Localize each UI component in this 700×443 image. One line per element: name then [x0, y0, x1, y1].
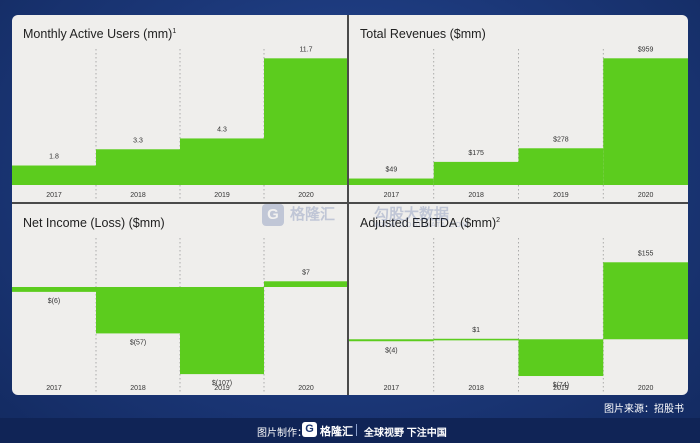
panel-total-revenues: $49 2017 $175 2018 $278 2019 $959 2020 Total Re… [349, 15, 685, 202]
net-income-bar-2019 [180, 287, 264, 374]
footer-slogan: 全球视野 下注中国 [364, 424, 447, 439]
revenues-category-label: 2017 [384, 192, 400, 199]
horizontal-divider [12, 202, 688, 204]
revenues-value-label: $175 [468, 150, 484, 157]
net-income-category-label: 2017 [46, 385, 62, 392]
mau-bar-2017 [12, 166, 96, 185]
ebitda-value-label: $(4) [385, 347, 397, 354]
ebitda-bar-2018 [434, 339, 519, 341]
net-income-title-text: Net Income (Loss) ($mm) [23, 216, 165, 230]
net-income-bar-2018 [96, 287, 180, 333]
net-income-bar-2017 [12, 287, 96, 292]
revenues-category-label: 2018 [468, 192, 484, 199]
net-income-category-label: 2019 [214, 385, 230, 392]
footer-made-by: 图片制作： [257, 424, 307, 439]
footer-logo-icon: G [302, 422, 317, 437]
charts-card: 1.8 2017 3.3 2018 4.3 2019 11.7 2020 Monthly Ac… [12, 15, 688, 395]
ebitda-bar-2017 [349, 339, 434, 341]
revenues-chart-title: Total Revenues ($mm) [360, 27, 486, 41]
mau-category-label: 2020 [298, 192, 314, 199]
net-income-value-label: $(6) [48, 298, 60, 305]
source-caption: 图片来源：招股书 [604, 400, 684, 415]
revenues-bar-2017 [349, 179, 434, 185]
mau-category-label: 2018 [130, 192, 146, 199]
mau-bar-2020 [264, 58, 348, 185]
ebitda-category-label: 2018 [468, 385, 484, 392]
net-income-category-label: 2020 [298, 385, 314, 392]
net-income-chart-title: Net Income (Loss) ($mm) [23, 216, 165, 230]
mau-chart: 1.8 2017 3.3 2018 4.3 2019 11.7 2020 [12, 15, 348, 202]
footer-bar: 图片制作： G 格隆汇 全球视野 下注中国 [0, 418, 700, 443]
net-income-category-label: 2018 [130, 385, 146, 392]
footer-brand: 格隆汇 [320, 423, 353, 439]
revenues-chart: $49 2017 $175 2018 $278 2019 $959 2020 [349, 15, 688, 202]
ebitda-category-label: 2019 [553, 385, 569, 392]
ebitda-category-label: 2020 [638, 385, 654, 392]
ebitda-title-footnote: 2 [496, 217, 500, 224]
footer-separator [356, 424, 357, 436]
revenues-category-label: 2020 [638, 192, 654, 199]
revenues-bar-2019 [519, 148, 604, 185]
net-income-bar-2020 [264, 281, 348, 287]
revenues-title-text: Total Revenues ($mm) [360, 27, 486, 41]
net-income-value-label: $(57) [130, 339, 146, 346]
ebitda-category-label: 2017 [384, 385, 400, 392]
mau-category-label: 2017 [46, 192, 62, 199]
ebitda-value-label: $155 [638, 250, 654, 257]
revenues-bar-2018 [434, 162, 519, 185]
ebitda-value-label: $1 [472, 327, 480, 334]
revenues-category-label: 2019 [553, 192, 569, 199]
ebitda-bar-2020 [603, 262, 688, 339]
mau-bar-2019 [180, 138, 264, 185]
mau-category-label: 2019 [214, 192, 230, 199]
revenues-bar-2020 [603, 58, 688, 185]
mau-value-label: 1.8 [49, 154, 59, 161]
revenues-value-label: $49 [386, 167, 398, 174]
panel-monthly-active-users: 1.8 2017 3.3 2018 4.3 2019 11.7 2020 Monthly Ac… [12, 15, 348, 202]
mau-chart-title: Monthly Active Users (mm)1 [23, 27, 176, 41]
revenues-value-label: $278 [553, 136, 569, 143]
ebitda-bar-2019 [519, 339, 604, 376]
mau-title-text: Monthly Active Users (mm) [23, 27, 172, 41]
mau-value-label: 3.3 [133, 137, 143, 144]
panel-net-income: $(6) 2017 $(57) 2018 $(107) 2019 $7 2020 Net In… [12, 204, 348, 391]
mau-value-label: 11.7 [299, 46, 312, 53]
panel-adjusted-ebitda: $(4) 2017 $1 2018 $(74) 2019 $155 2020 Adjusted… [349, 204, 685, 391]
ebitda-chart-title: Adjusted EBITDA ($mm)2 [360, 216, 500, 230]
mau-title-footnote: 1 [172, 28, 176, 35]
mau-value-label: 4.3 [217, 126, 227, 133]
vertical-divider [347, 15, 349, 395]
net-income-value-label: $7 [302, 269, 310, 276]
revenues-value-label: $959 [638, 46, 654, 53]
ebitda-title-text: Adjusted EBITDA ($mm) [360, 216, 496, 230]
mau-bar-2018 [96, 149, 180, 185]
